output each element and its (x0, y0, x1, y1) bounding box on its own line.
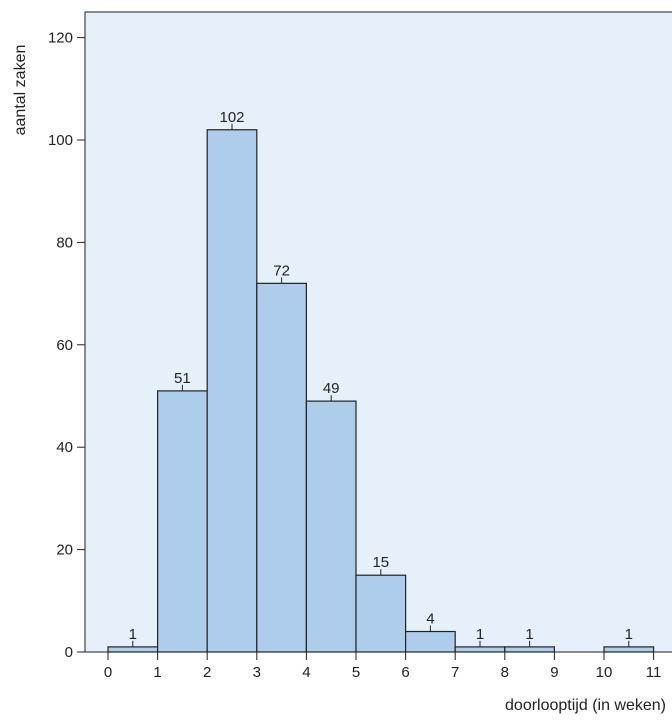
x-tick-label: 8 (501, 664, 509, 681)
bar-value-label: 102 (219, 109, 244, 126)
bar-7-8 (454, 646, 506, 653)
bar-value-label: 1 (625, 626, 633, 643)
bar-6-7 (405, 630, 456, 653)
y-tick-label: 60 (56, 337, 73, 354)
bar-1-2 (157, 390, 208, 653)
y-tick-label: 20 (56, 542, 73, 559)
bar-value-label: 72 (273, 262, 290, 279)
x-tick-label: 10 (596, 664, 613, 681)
x-axis-label: doorlooptijd (in weken) (505, 697, 666, 714)
x-axis: 0 1 2 3 4 5 6 7 8 9 10 11 (104, 652, 662, 681)
y-tick-label: 40 (56, 439, 73, 456)
y-tick-label: 80 (56, 234, 73, 251)
x-tick-label: 3 (253, 664, 261, 681)
bar-8-9 (504, 646, 555, 653)
bar-value-label: 51 (174, 370, 191, 387)
bar-4-5 (305, 400, 357, 653)
bar-0-1 (107, 646, 159, 653)
y-tick-label: 100 (48, 132, 73, 149)
bar-2-3 (206, 129, 258, 653)
bar-value-label: 1 (129, 626, 137, 643)
bar-value-label: 4 (426, 611, 434, 628)
x-tick-label: 1 (153, 664, 161, 681)
y-tick-label: 120 (48, 30, 73, 47)
bar-3-4 (256, 282, 307, 653)
x-tick-label: 9 (550, 664, 558, 681)
x-tick-label: 4 (302, 664, 310, 681)
bar-10-11 (603, 646, 655, 653)
x-tick-label: 6 (401, 664, 409, 681)
x-tick-label: 11 (646, 664, 662, 681)
x-tick-label: 2 (203, 664, 211, 681)
x-tick-label: 5 (352, 664, 360, 681)
y-axis-label: aantal zaken (12, 45, 29, 136)
y-axis: 0 20 40 60 80 100 120 (48, 30, 85, 661)
bars-group: 1 51 102 72 49 15 4 1 1 1 (107, 109, 655, 653)
bar-value-label: 49 (323, 380, 340, 397)
x-tick-label: 0 (104, 664, 112, 681)
bar-value-label: 15 (372, 554, 389, 571)
bar-value-label: 1 (476, 626, 484, 643)
bar-5-6 (355, 574, 407, 653)
y-tick-label: 0 (65, 644, 73, 661)
x-tick-label: 7 (451, 664, 459, 681)
bar-value-label: 1 (525, 626, 533, 643)
